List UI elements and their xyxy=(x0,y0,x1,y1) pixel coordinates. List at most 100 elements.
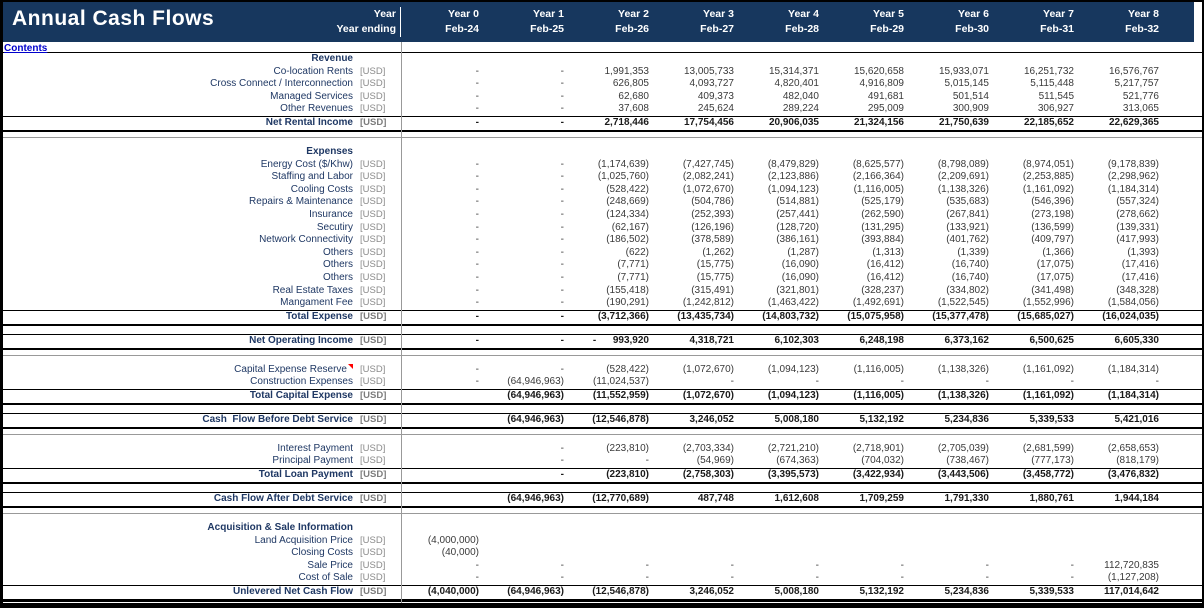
value-cell-year-0[interactable]: - xyxy=(475,117,479,129)
value-cell-year-2[interactable]: (124,334) xyxy=(606,208,649,220)
value-cell-year-1[interactable]: - xyxy=(560,103,564,115)
value-cell-year-1[interactable]: - xyxy=(560,171,564,183)
value-cell-year-7[interactable]: 306,927 xyxy=(1037,103,1074,115)
value-cell-year-5[interactable]: 295,009 xyxy=(867,103,904,115)
value-cell-year-2[interactable]: (248,669) xyxy=(606,196,649,208)
value-cell-year-8[interactable]: (2,298,962) xyxy=(1107,171,1159,183)
value-cell-year-1[interactable]: (64,946,963) xyxy=(507,390,564,402)
value-cell-year-7[interactable]: (1,552,996) xyxy=(1022,297,1074,309)
value-cell-year-7[interactable]: - xyxy=(1070,559,1074,571)
value-cell-year-5[interactable]: (1,116,005) xyxy=(853,183,904,195)
value-cell-year-2[interactable]: 2,718,446 xyxy=(604,117,650,129)
value-cell-year-3[interactable]: (1,072,670) xyxy=(682,363,734,375)
row-label[interactable]: Net Rental Income xyxy=(265,117,353,129)
value-cell-year-2[interactable]: - xyxy=(645,455,649,467)
value-cell-year-2[interactable]: (7,771) xyxy=(617,271,649,283)
value-cell-year-8[interactable]: 117,014,642 xyxy=(1103,586,1159,598)
value-cell-year-2[interactable]: 1,991,353 xyxy=(604,65,650,77)
value-cell-year-0[interactable]: - xyxy=(475,284,479,296)
value-cell-year-6[interactable]: (1,339) xyxy=(957,246,989,258)
value-cell-year-5[interactable] xyxy=(826,146,911,159)
value-cell-year-8[interactable]: (1,184,314) xyxy=(1107,363,1159,375)
value-cell-year-7[interactable]: (777,173) xyxy=(1031,455,1074,467)
value-cell-year-2[interactable]: - xyxy=(645,572,649,584)
value-cell-year-4[interactable]: (514,881) xyxy=(776,196,819,208)
value-cell-year-0[interactable]: - xyxy=(475,297,479,309)
value-cell-year-5[interactable]: 5,132,192 xyxy=(859,414,905,426)
value-cell-year-3[interactable]: (1,072,670) xyxy=(682,183,734,195)
value-cell-year-7[interactable]: 22,185,652 xyxy=(1023,117,1074,129)
value-cell-year-2[interactable]: - xyxy=(645,559,649,571)
value-cell-year-7[interactable]: (2,253,885) xyxy=(1022,171,1074,183)
value-cell-year-8[interactable]: (1,127,208) xyxy=(1107,572,1159,584)
value-cell-year-3[interactable]: (2,082,241) xyxy=(682,171,734,183)
row-label[interactable]: Others xyxy=(322,246,353,258)
value-cell-year-1[interactable]: - xyxy=(560,221,564,233)
value-cell-year-4[interactable]: (16,090) xyxy=(781,259,819,271)
value-cell-year-1[interactable]: - xyxy=(560,455,564,467)
value-cell-year-3[interactable]: (1,242,812) xyxy=(682,297,734,309)
value-cell-year-6[interactable]: (1,138,326) xyxy=(937,390,989,402)
value-cell-year-6[interactable] xyxy=(911,522,996,535)
value-cell-year-4[interactable]: (1,094,123) xyxy=(767,390,819,402)
value-cell-year-7[interactable]: 511,545 xyxy=(1038,90,1074,102)
value-cell-year-1[interactable]: - xyxy=(560,271,564,283)
value-cell-year-4[interactable]: (257,441) xyxy=(776,208,819,220)
value-cell-year-7[interactable]: (8,974,051) xyxy=(1022,158,1074,170)
value-cell-year-3[interactable]: 487,748 xyxy=(697,493,734,505)
value-cell-year-6[interactable]: 21,750,639 xyxy=(938,117,989,129)
value-cell-year-7[interactable]: (1,161,092) xyxy=(1022,390,1074,402)
row-label[interactable]: Total Loan Payment xyxy=(258,469,353,481)
value-cell-year-6[interactable]: 1,791,330 xyxy=(944,493,990,505)
value-cell-year-3[interactable]: (7,427,745) xyxy=(682,158,734,170)
value-cell-year-2[interactable] xyxy=(571,53,656,66)
value-cell-year-1[interactable]: - xyxy=(560,117,564,129)
value-cell-year-3[interactable]: (2,703,334) xyxy=(682,442,734,454)
value-cell-year-1[interactable]: (64,946,963) xyxy=(507,414,564,426)
value-cell-year-0[interactable]: - xyxy=(475,376,479,388)
value-cell-year-2[interactable]: (622) xyxy=(625,246,649,258)
value-cell-year-3[interactable] xyxy=(656,535,741,548)
value-cell-year-6[interactable]: (133,921) xyxy=(946,221,989,233)
value-cell-year-2[interactable]: (186,502) xyxy=(606,234,649,246)
value-cell-year-2[interactable]: (223,810) xyxy=(606,442,649,454)
value-cell-year-4[interactable]: 15,314,371 xyxy=(768,65,819,77)
value-cell-year-8[interactable]: (557,324) xyxy=(1116,196,1159,208)
value-cell-year-3[interactable] xyxy=(656,53,741,66)
value-cell-year-8[interactable]: (17,416) xyxy=(1121,259,1159,271)
row-label[interactable]: Closing Costs xyxy=(291,547,353,559)
value-cell-year-0[interactable]: - xyxy=(475,363,479,375)
value-cell-year-0[interactable]: - xyxy=(475,208,479,220)
value-cell-year-3[interactable]: (378,589) xyxy=(691,234,734,246)
value-cell-year-7[interactable] xyxy=(996,53,1081,66)
value-cell-year-6[interactable]: (1,138,326) xyxy=(937,183,989,195)
value-cell-year-5[interactable]: (131,295) xyxy=(861,221,904,233)
value-cell-year-2[interactable]: (62,167) xyxy=(611,221,649,233)
value-cell-year-5[interactable]: (15,075,958) xyxy=(847,310,904,322)
row-label[interactable]: Total Capital Expense xyxy=(249,390,353,402)
value-cell-year-2[interactable]: (1,174,639) xyxy=(597,158,649,170)
value-cell-year-7[interactable]: 5,339,533 xyxy=(1029,414,1075,426)
value-cell-year-0[interactable]: (4,000,000) xyxy=(427,534,479,546)
value-cell-year-5[interactable]: (328,237) xyxy=(861,284,904,296)
value-cell-year-4[interactable]: (321,801) xyxy=(776,284,819,296)
value-cell-year-4[interactable] xyxy=(741,535,826,548)
value-cell-year-6[interactable]: (1,522,545) xyxy=(937,297,989,309)
value-cell-year-8[interactable] xyxy=(1081,522,1166,535)
value-cell-year-0[interactable]: - xyxy=(475,171,479,183)
value-cell-year-7[interactable]: (136,599) xyxy=(1031,221,1074,233)
value-cell-year-0[interactable]: - xyxy=(475,334,479,346)
row-label[interactable]: Cost of Sale xyxy=(298,572,353,584)
value-cell-year-3[interactable] xyxy=(656,547,741,560)
value-cell-year-0[interactable]: - xyxy=(475,259,479,271)
row-label[interactable]: Total Expense xyxy=(285,310,353,322)
value-cell-year-3[interactable]: 3,246,052 xyxy=(689,586,735,598)
value-cell-year-4[interactable] xyxy=(741,146,826,159)
value-cell-year-6[interactable]: 6,373,162 xyxy=(944,334,990,346)
value-cell-year-0[interactable]: - xyxy=(475,234,479,246)
value-cell-year-6[interactable]: (401,762) xyxy=(946,234,989,246)
value-cell-year-8[interactable]: 22,629,365 xyxy=(1108,117,1159,129)
value-cell-year-4[interactable] xyxy=(741,522,826,535)
value-cell-year-1[interactable]: (64,946,963) xyxy=(507,493,564,505)
value-cell-year-0[interactable]: - xyxy=(475,196,479,208)
